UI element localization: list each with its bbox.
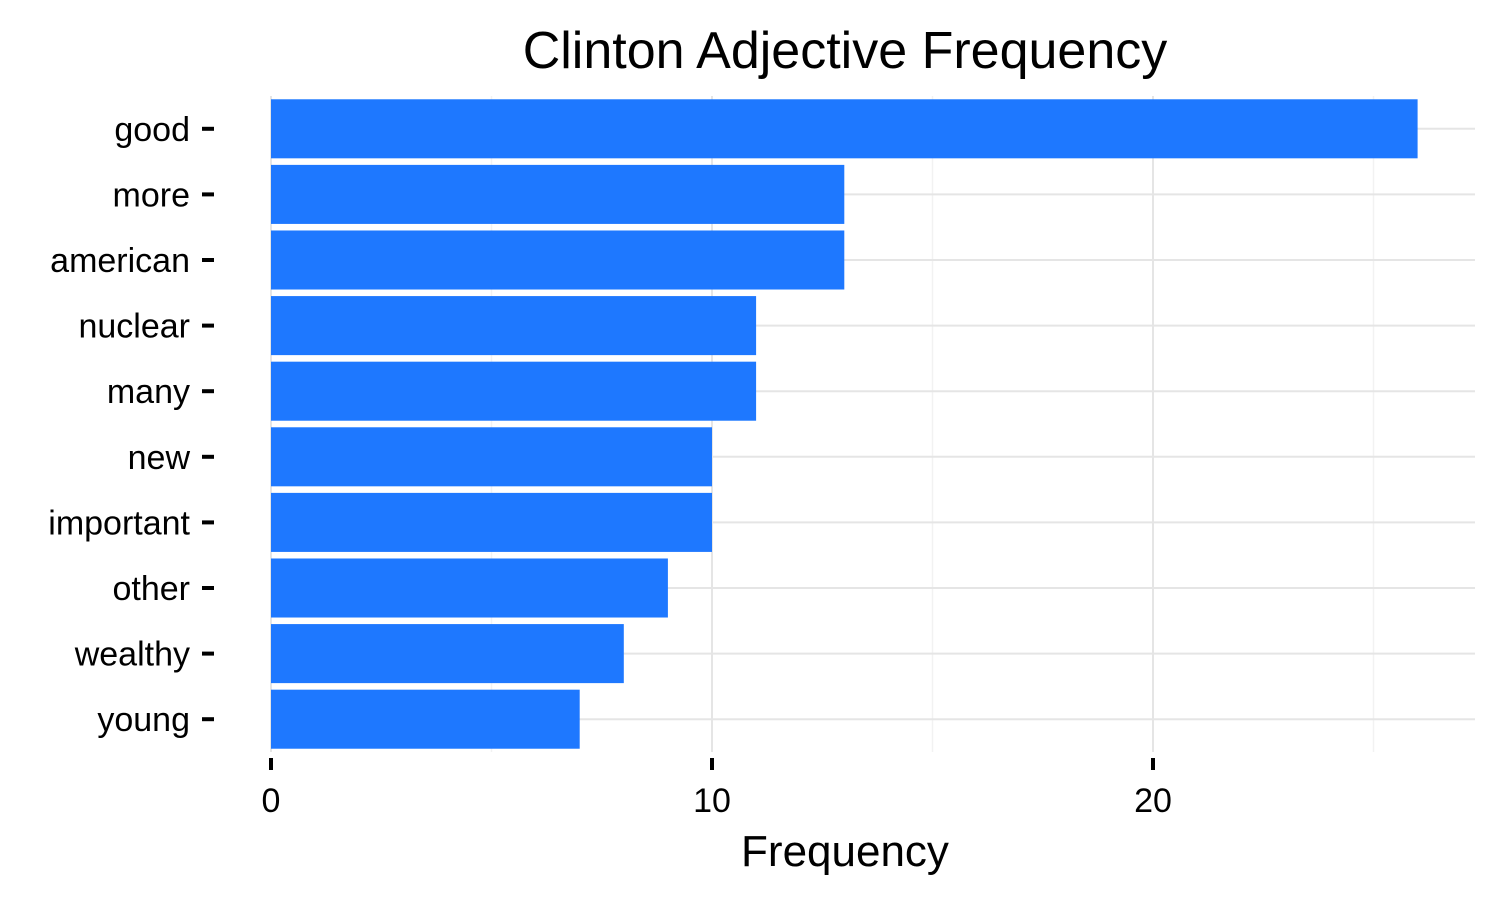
bar-new [271,427,712,487]
x-axis: 0 10 20 [262,758,1172,820]
x-axis-title: Frequency [741,827,949,876]
bar-many [271,361,757,421]
y-tick-label: many [107,373,190,411]
bar-more [271,164,845,224]
y-tick-label: wealthy [74,636,190,674]
x-tick-label: 10 [693,782,731,820]
bar-wealthy [271,624,624,684]
bars [271,99,1418,749]
bar-good [271,99,1418,159]
chart-title: Clinton Adjective Frequency [523,22,1168,80]
y-tick-label: new [128,439,191,477]
bar-american [271,230,845,290]
y-tick-label: other [113,570,191,608]
y-tick-label: young [97,701,190,739]
bar-important [271,492,712,552]
bar-nuclear [271,296,757,356]
x-tick-label: 20 [1134,782,1172,820]
bar-young [271,689,580,749]
x-tick-label: 0 [262,782,281,820]
y-tick-label: nuclear [78,308,190,346]
y-tick-label: american [50,242,190,280]
y-tick-label: good [114,111,190,149]
y-axis: good more american nuclear many new important o… [48,111,214,739]
y-tick-label: more [113,176,190,214]
bar-other [271,558,668,618]
y-tick-label: important [48,504,190,542]
